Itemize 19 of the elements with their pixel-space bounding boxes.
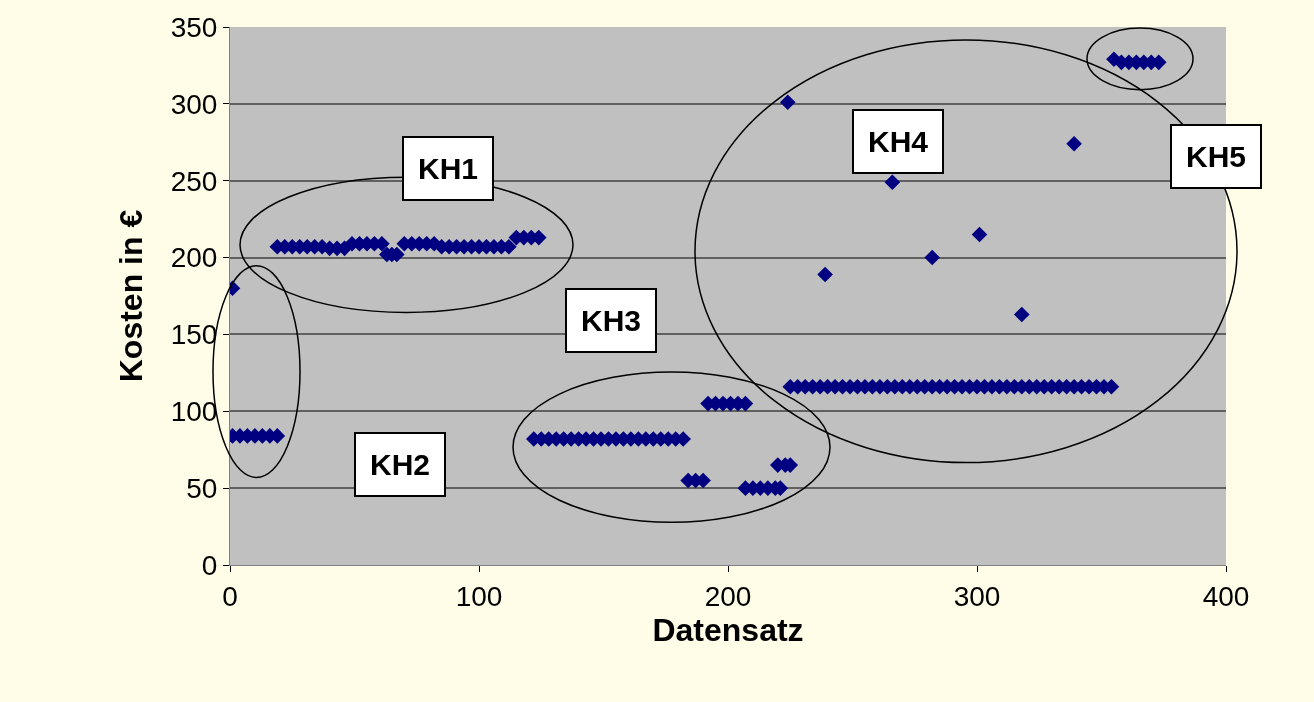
annotation: KH5 [1186,140,1247,173]
x-tick-label: 0 [222,580,238,612]
x-tick-label: 100 [455,580,503,612]
y-tick-label: 250 [170,165,218,197]
y-tick-label: 50 [186,472,218,504]
annotation: KH1 [418,152,479,185]
annotation: KH4 [868,125,929,158]
y-tick-label: 350 [170,11,218,43]
x-tick-label: 400 [1202,580,1250,612]
annotation: KH2 [370,448,431,481]
x-tick-label: 300 [953,580,1001,612]
x-tick-label: 200 [704,580,752,612]
y-tick-label: 200 [170,242,218,274]
y-tick-label: 0 [201,549,218,581]
y-tick-label: 300 [170,88,218,120]
y-tick-label: 100 [170,396,218,428]
y-axis-title: Kosten in € [112,209,149,383]
annotation: KH3 [581,304,642,337]
x-axis-title: Datensatz [652,611,804,648]
